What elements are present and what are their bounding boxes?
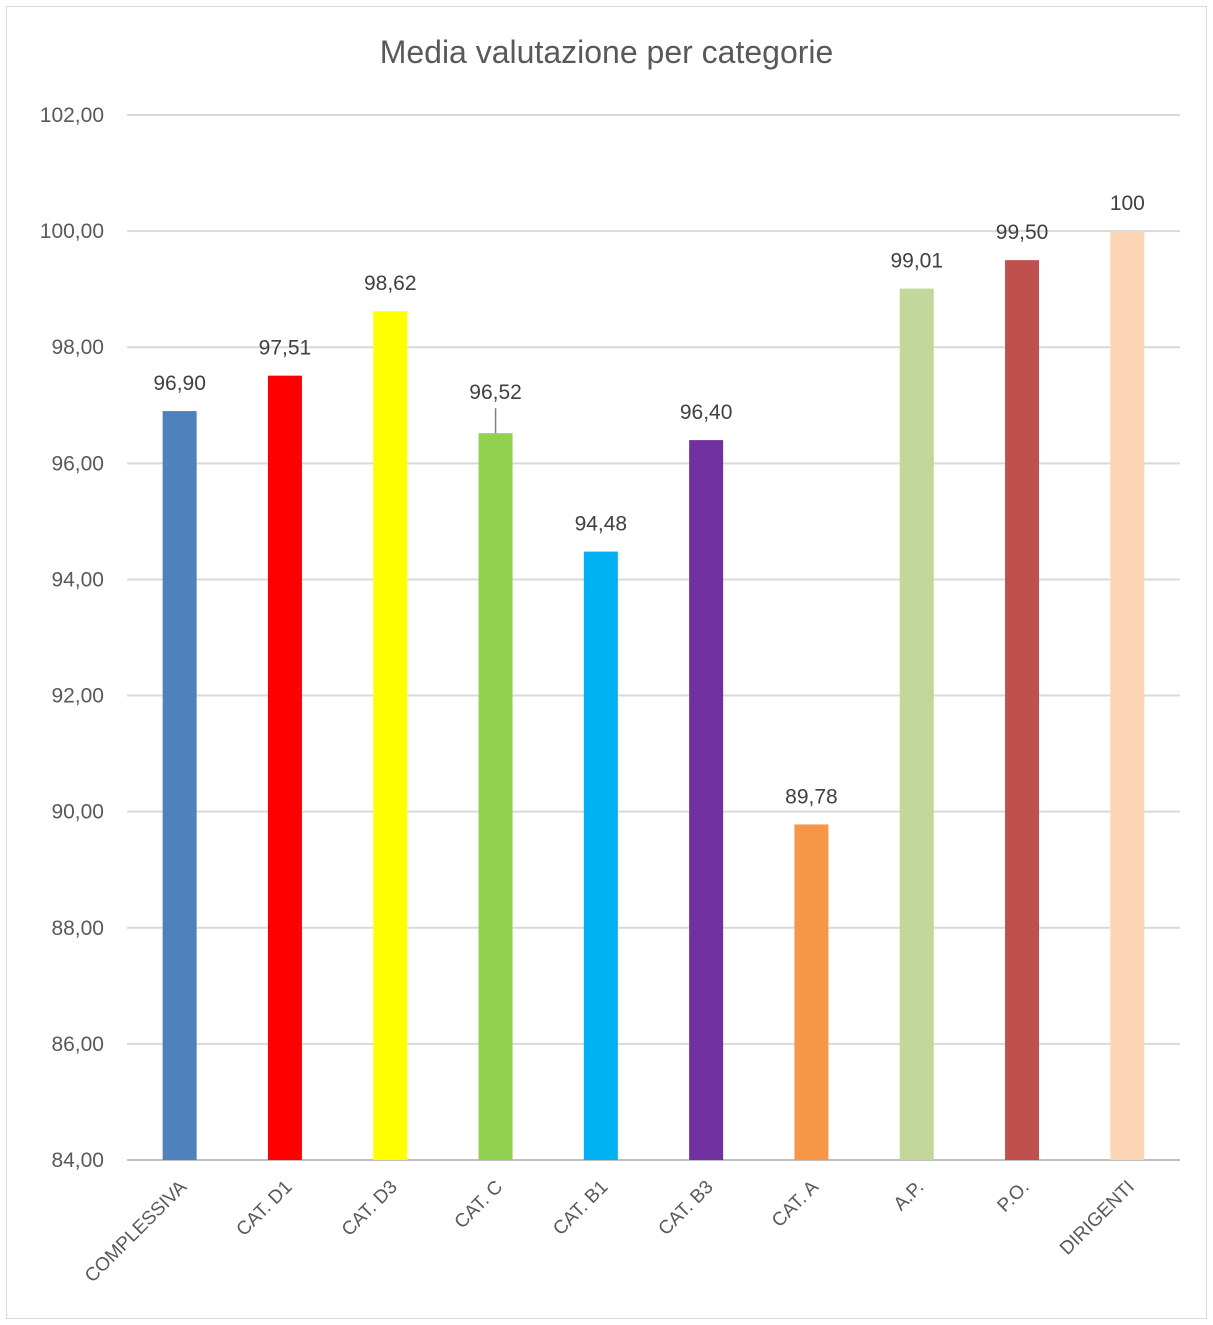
data-label: 94,48 [575, 513, 628, 536]
data-label: 97,51 [259, 337, 312, 360]
data-label: 96,90 [153, 372, 206, 395]
x-tick-label: COMPLESSIVA [81, 1176, 191, 1286]
x-tick-label: CAT. A [768, 1176, 823, 1231]
bar [583, 551, 618, 1160]
y-tick-label: 96,00 [51, 452, 104, 475]
x-tick-label: A.P. [890, 1177, 929, 1216]
y-tick-label: 98,00 [51, 336, 104, 359]
y-tick-label: 88,00 [51, 917, 104, 940]
y-tick-label: 86,00 [51, 1033, 104, 1056]
x-tick-label: CAT. B1 [549, 1177, 612, 1240]
y-tick-label: 90,00 [51, 801, 104, 824]
data-label: 100 [1110, 192, 1145, 215]
x-tick-label: CAT. C [451, 1177, 507, 1233]
data-label: 96,52 [469, 381, 522, 404]
data-label: 89,78 [785, 785, 838, 808]
data-label: 99,01 [890, 250, 943, 273]
x-tick-label: CAT. D3 [338, 1177, 402, 1241]
chart-title: Media valutazione per categorie [379, 34, 834, 70]
y-tick-label: 84,00 [51, 1149, 104, 1172]
bar [794, 824, 829, 1160]
bar [478, 433, 513, 1161]
data-label: 96,40 [680, 401, 733, 424]
bar [689, 440, 724, 1161]
bar [373, 311, 408, 1160]
data-label: 98,62 [364, 272, 417, 295]
y-tick-label: 100,00 [40, 220, 104, 243]
x-tick-label: CAT. D1 [233, 1177, 297, 1241]
x-tick-label: DIRIGENTI [1056, 1177, 1139, 1260]
x-tick-label: P.O. [994, 1177, 1034, 1217]
data-label: 99,50 [996, 221, 1049, 244]
bar [1110, 231, 1145, 1161]
y-tick-label: 94,00 [51, 568, 104, 591]
bar [899, 288, 934, 1160]
bar [162, 411, 197, 1160]
x-tick-label: CAT. B3 [655, 1177, 718, 1240]
bar [1005, 260, 1040, 1160]
y-tick-label: 92,00 [51, 685, 104, 708]
bar [267, 375, 302, 1160]
y-tick-label: 102,00 [40, 104, 104, 127]
